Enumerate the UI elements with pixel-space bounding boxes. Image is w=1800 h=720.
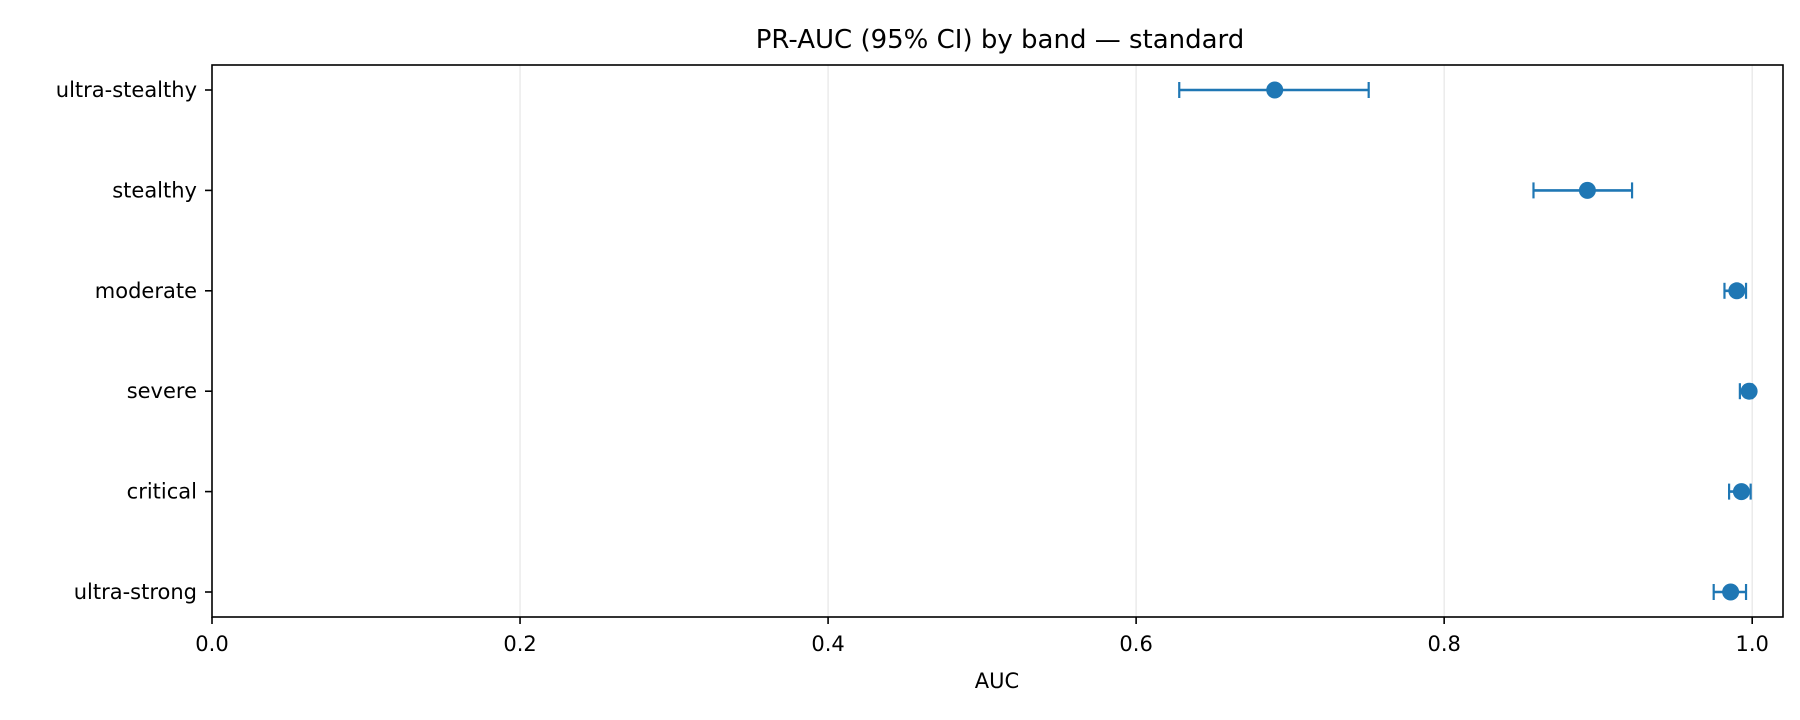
chart-title: PR-AUC (95% CI) by band — standard [756,25,1245,55]
x-tick-label: 0.2 [503,632,536,656]
y-tick-label: ultra-strong [74,580,197,604]
x-tick-label: 1.0 [1735,632,1768,656]
x-axis-label: AUC [975,669,1019,693]
y-tick-label: ultra-stealthy [56,78,197,102]
data-point [1266,81,1284,99]
data-point [1732,483,1750,501]
x-tick-label: 0.8 [1427,632,1460,656]
x-tick-label: 0.6 [1119,632,1152,656]
y-tick-label: severe [127,379,197,403]
grid-lines [211,65,1753,617]
data-point [1740,382,1758,400]
x-tick-label: 0.0 [195,632,228,656]
x-axis: 0.0 0.2 0.4 0.6 0.8 1.0 [195,617,1769,656]
y-tick-label: stealthy [112,178,197,202]
y-tick-label: moderate [95,279,197,303]
data-point [1722,583,1740,601]
y-tick-label: critical [127,480,197,504]
plot-frame [211,64,1784,618]
data-point [1578,181,1596,199]
y-axis: ultra-stealthy stealthy moderate severe crit… [56,78,212,604]
data-point [1728,282,1746,300]
data-marks [1178,81,1758,601]
x-tick-label: 0.4 [811,632,844,656]
